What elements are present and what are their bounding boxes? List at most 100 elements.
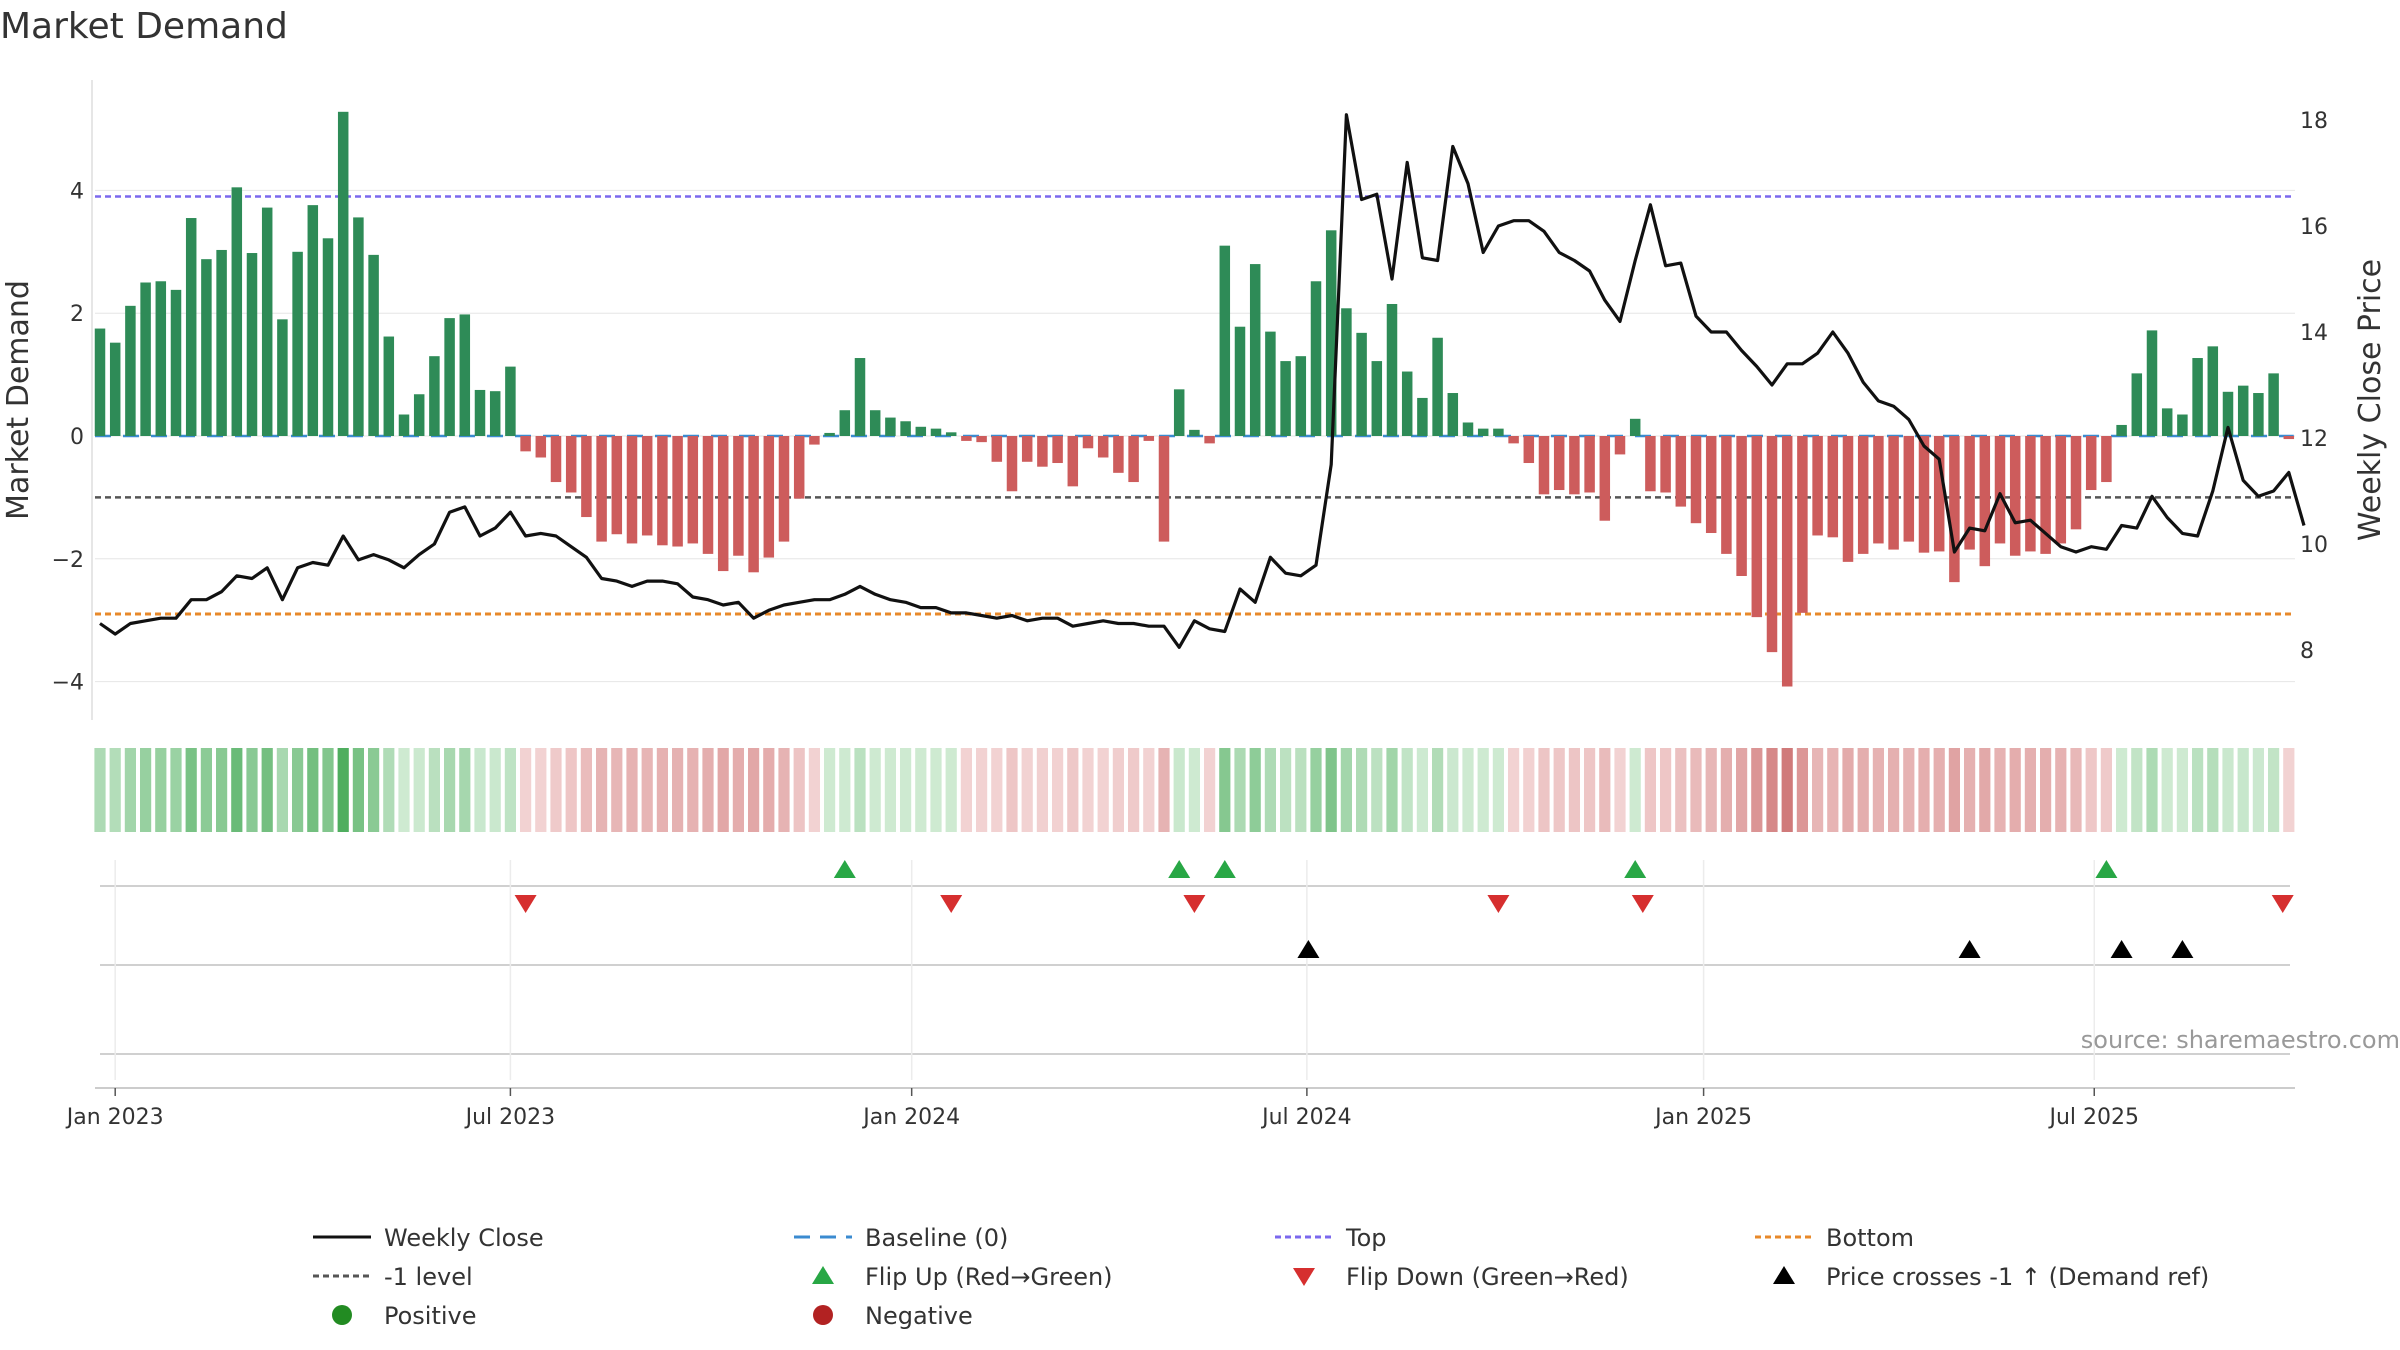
demand-bar: [2070, 436, 2082, 530]
demand-bar: [1781, 436, 1793, 687]
x-tick-label: Jan 2025: [1653, 1105, 1752, 1130]
heat-cell: [459, 748, 471, 832]
demand-bar: [885, 417, 896, 436]
demand-bar: [854, 358, 866, 436]
demand-bar: [687, 436, 699, 544]
demand-bar: [2146, 330, 2158, 436]
demand-bar: [1097, 436, 1109, 458]
demand-bar: [170, 289, 182, 436]
heat-cell: [1842, 748, 1854, 832]
demand-bar: [1918, 436, 1930, 553]
heat-cell: [1280, 748, 1292, 832]
heat-cell: [1310, 748, 1322, 832]
heat-cell: [1325, 748, 1337, 832]
y-axis-right-label: Weekly Close Price: [2353, 259, 2388, 541]
heat-cell: [2055, 748, 2067, 832]
demand-bar: [1082, 436, 1094, 449]
demand-bar: [1645, 436, 1656, 492]
demand-bar: [1508, 436, 1519, 444]
demand-bar: [125, 305, 136, 436]
heat-cell: [140, 748, 152, 832]
heat-cell: [900, 748, 912, 832]
heat-cell: [1675, 748, 1687, 832]
heat-cell: [1356, 748, 1368, 832]
heat-cell: [2116, 748, 2128, 832]
demand-bar: [277, 319, 288, 436]
y-left-tick-label: 4: [70, 179, 84, 204]
demand-bar: [1933, 436, 1945, 552]
demand-bar: [2101, 436, 2112, 483]
demand-bar: [1173, 389, 1185, 436]
demand-bar: [626, 436, 638, 544]
demand-bar: [413, 394, 425, 436]
heat-cell: [1781, 748, 1793, 832]
heat-cell: [839, 748, 851, 832]
heat-cell: [170, 748, 182, 832]
heat-cell: [2268, 748, 2280, 832]
demand-bar: [1067, 436, 1079, 487]
demand-bar: [961, 436, 972, 441]
heat-cell: [1720, 748, 1732, 832]
heat-cell: [1827, 748, 1839, 832]
heat-cell: [1128, 748, 1140, 832]
heat-cell: [2009, 748, 2021, 832]
heat-cell: [1447, 748, 1459, 832]
demand-bar: [1584, 436, 1595, 493]
demand-bar: [763, 436, 775, 558]
demand-bar: [596, 436, 607, 542]
demand-bar: [1751, 436, 1763, 618]
heat-cell: [1401, 748, 1413, 832]
heat-cell: [185, 748, 197, 832]
heat-cell: [2192, 748, 2204, 832]
heat-cell: [565, 748, 577, 832]
heat-cell: [216, 748, 228, 832]
heat-cell: [1204, 748, 1216, 832]
legend-label: Price crosses -1 ↑ (Demand ref): [1826, 1263, 2209, 1291]
heat-cell: [1021, 748, 1033, 832]
y-left-tick-label: 0: [70, 425, 84, 450]
heat-cell: [383, 748, 395, 832]
heat-cell: [276, 748, 288, 832]
heat-cell: [580, 748, 592, 832]
demand-bar: [1265, 331, 1276, 436]
heat-cell: [687, 748, 699, 832]
heat-cell: [1705, 748, 1717, 832]
legend-marker-7: [1773, 1266, 1795, 1284]
heat-cell: [246, 748, 258, 832]
demand-bar: [1812, 436, 1823, 536]
heat-cell: [200, 748, 212, 832]
heat-cell: [504, 748, 516, 832]
demand-bar: [1873, 436, 1884, 544]
demand-bar: [1857, 436, 1869, 554]
heat-cell: [352, 748, 364, 832]
demand-bar: [246, 253, 258, 436]
demand-bar: [2237, 385, 2249, 436]
heat-cell: [2131, 748, 2143, 832]
heat-cell: [1462, 748, 1474, 832]
demand-bar: [1827, 436, 1839, 538]
demand-bar: [900, 421, 911, 436]
heat-cell: [702, 748, 714, 832]
heat-cell: [231, 748, 243, 832]
heat-cell: [2222, 748, 2234, 832]
demand-bar: [1204, 436, 1215, 444]
y-left-tick-label: 2: [70, 302, 84, 327]
heat-cell: [1158, 748, 1170, 832]
heat-cell: [2100, 748, 2112, 832]
demand-bar: [1766, 436, 1778, 653]
heat-cell: [611, 748, 623, 832]
demand-bar: [733, 436, 744, 556]
demand-bar: [717, 436, 729, 572]
demand-bar: [809, 436, 820, 445]
demand-bar: [2085, 436, 2097, 491]
heat-cell: [1796, 748, 1808, 832]
demand-bar: [793, 436, 805, 499]
demand-bar: [1903, 436, 1915, 542]
legend-marker-5: [812, 1266, 834, 1284]
demand-bar: [1462, 422, 1474, 436]
y-right-tick-label: 8: [2300, 639, 2314, 664]
x-tick-label: Jul 2025: [2047, 1105, 2139, 1130]
demand-bar: [1675, 436, 1687, 507]
heat-cell: [1249, 748, 1261, 832]
x-tick-label: Jul 2023: [464, 1105, 556, 1130]
